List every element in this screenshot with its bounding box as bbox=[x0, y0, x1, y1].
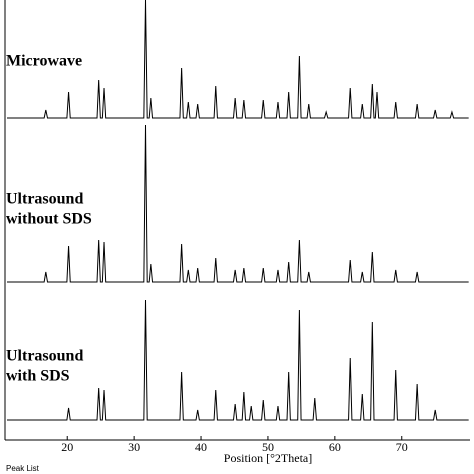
x-tick-label: 20 bbox=[61, 440, 73, 454]
pattern-label: Microwave bbox=[6, 53, 82, 70]
pattern-label: without SDS bbox=[6, 211, 92, 228]
x-tick-label: 50 bbox=[262, 440, 274, 454]
x-tick-label: 30 bbox=[128, 440, 140, 454]
x-tick-label: 40 bbox=[195, 440, 207, 454]
pattern-label: Ultrasound bbox=[6, 191, 83, 208]
xrd-pattern bbox=[7, 124, 469, 283]
x-tick-label: 60 bbox=[329, 440, 341, 454]
x-tick-label: 70 bbox=[396, 440, 408, 454]
pattern-label: Ultrasound bbox=[6, 348, 83, 365]
footer-text: Peak List bbox=[6, 464, 40, 473]
xrd-pattern bbox=[7, 0, 469, 119]
x-axis-label: Position [°2Theta] bbox=[224, 451, 312, 465]
xrd-pattern bbox=[7, 299, 469, 421]
pattern-label: with SDS bbox=[6, 368, 70, 385]
